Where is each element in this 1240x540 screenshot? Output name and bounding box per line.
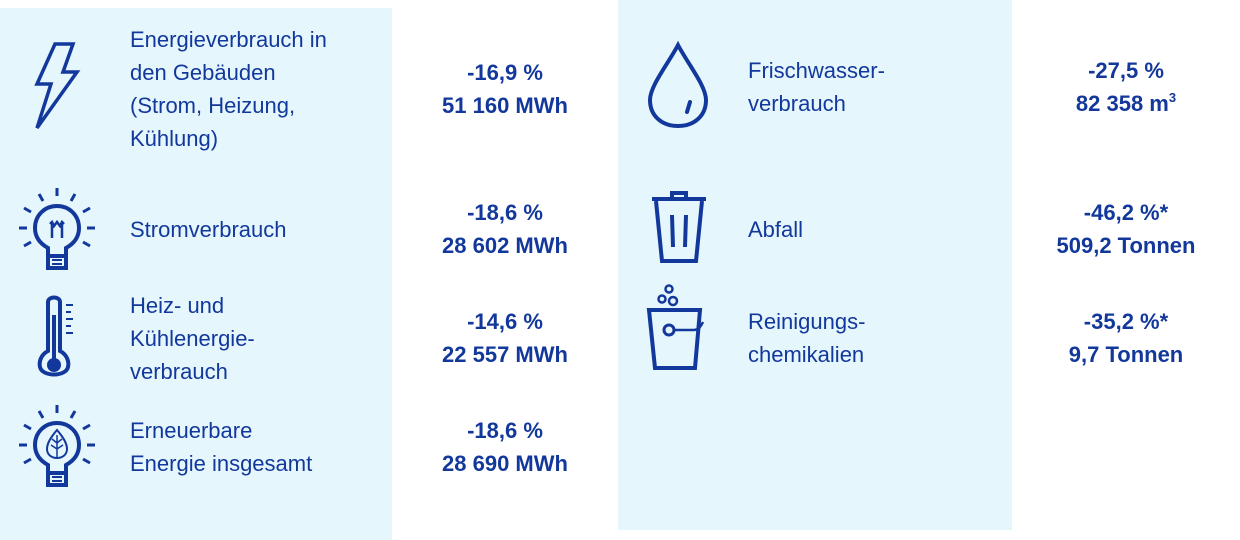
cleaning-chemicals-change: -35,2 %* — [1083, 309, 1169, 334]
water-drop-icon — [646, 40, 710, 132]
waste-label: Abfall — [748, 217, 804, 242]
waste-amount: 509,2 Tonnen — [1056, 233, 1196, 258]
amount-text: 82 358 m — [1075, 91, 1169, 116]
label-line: (Strom, Heizung, — [130, 93, 296, 118]
lightning-icon — [33, 42, 81, 132]
energy-buildings-amount: 51 160 MWh — [442, 93, 568, 118]
electricity-change: -18,6 % — [467, 200, 543, 225]
label-line: Heiz- und — [130, 293, 225, 318]
label-line: den Gebäuden — [130, 60, 276, 85]
label-line: Frischwasser- — [748, 58, 885, 83]
fresh-water-amount: 82 358 m3 — [996, 87, 1240, 121]
label-line: Reinigungs- — [748, 309, 866, 334]
label-line: verbrauch — [748, 91, 846, 116]
right-panel — [618, 0, 1012, 530]
label-line: Erneuerbare — [130, 418, 253, 443]
renewables-amount: 28 690 MWh — [442, 451, 568, 476]
renewables-change: -18,6 % — [467, 418, 543, 443]
lightbulb-icon — [17, 186, 97, 274]
electricity-label: Stromverbrauch — [130, 217, 287, 242]
energy-buildings-change: -16,9 % — [467, 60, 543, 85]
label-line: Energie insgesamt — [130, 451, 313, 476]
thermometer-icon — [37, 293, 78, 383]
label-line: Energieverbrauch in — [130, 27, 327, 52]
waste-change: -46,2 %* — [1083, 200, 1169, 225]
left-panel — [0, 8, 392, 540]
heating-cooling-change: -14,6 % — [467, 309, 543, 334]
leaf-lightbulb-icon — [17, 403, 97, 491]
label-line: Kühlung) — [130, 126, 219, 151]
unit-superscript: 3 — [1168, 90, 1177, 105]
label-line: verbrauch — [130, 359, 228, 384]
cleaning-chemicals-amount: 9,7 Tonnen — [1068, 342, 1184, 367]
trash-bin-icon — [650, 191, 710, 263]
label-line: chemikalien — [748, 342, 865, 367]
label-line: Kühlenergie- — [130, 326, 255, 351]
heating-cooling-amount: 22 557 MWh — [442, 342, 568, 367]
cleaning-bucket-icon — [645, 284, 709, 384]
fresh-water-change: -27,5 % — [1088, 58, 1164, 83]
electricity-amount: 28 602 MWh — [442, 233, 568, 258]
